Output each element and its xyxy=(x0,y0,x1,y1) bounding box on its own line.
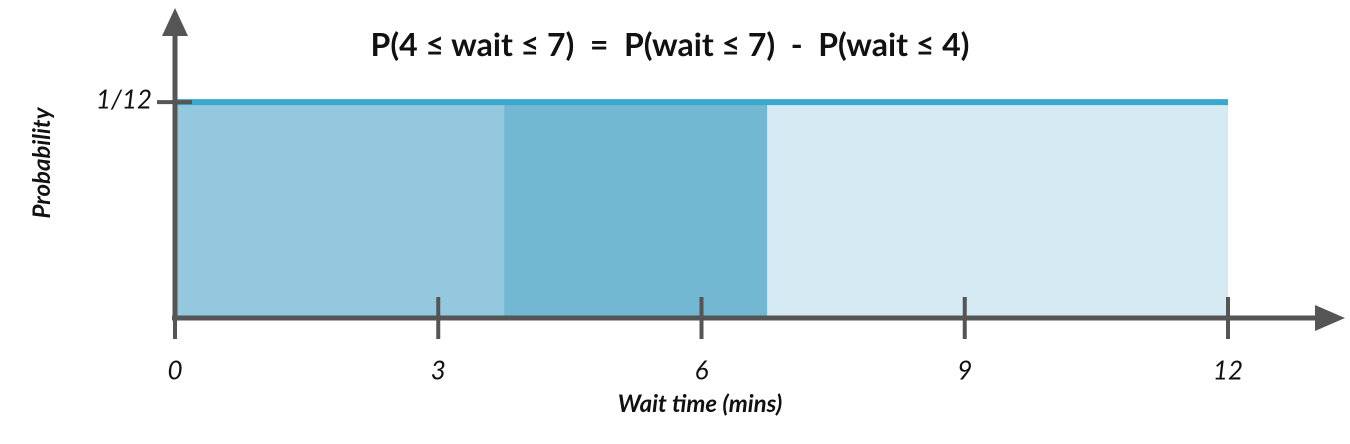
y-axis-arrow xyxy=(162,8,188,36)
plot xyxy=(175,99,1228,318)
x-tick-label: 6 xyxy=(695,354,709,386)
probability-region xyxy=(504,102,768,318)
x-axis-arrow xyxy=(1315,305,1345,331)
probability-region xyxy=(767,102,1228,318)
x-tick-label: 0 xyxy=(167,354,182,386)
x-tick-label: 9 xyxy=(957,354,972,386)
probability-region xyxy=(175,102,505,318)
x-axis-label: Wait time (mins) xyxy=(618,389,783,418)
x-tick-label: 12 xyxy=(1213,354,1243,386)
y-tick-label: 1/12 xyxy=(96,83,152,115)
chart-title: P(4 ≤ wait ≤ 7) = P(wait ≤ 7) - P(wait ≤… xyxy=(371,24,970,63)
x-tick-label: 3 xyxy=(431,354,446,386)
y-axis-label: Probability xyxy=(27,106,56,218)
